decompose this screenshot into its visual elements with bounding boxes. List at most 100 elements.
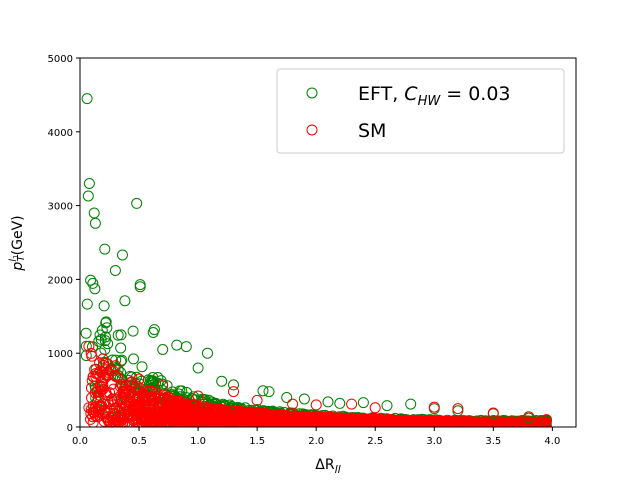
sm-point [321,420,333,427]
sm-point [265,410,277,422]
sm-point [455,417,467,427]
x-tick-label: 4.0 [544,436,560,447]
sm-point [476,418,488,427]
eft-point [257,385,269,397]
x-tick-label: 1.5 [249,436,265,447]
sm-point [153,393,165,405]
sm-point [389,416,401,427]
y-tick-label: 3000 [48,202,73,213]
eft-point [87,277,99,289]
sm-point [97,353,109,365]
x-axis-ticks: 0.0 0.5 1.0 1.5 2.0 2.5 3.0 3.5 4.0 [72,427,560,447]
eft-point [180,341,192,353]
sm-point [212,419,223,427]
eft-point [94,329,106,341]
eft-point [99,243,111,255]
sm-point [462,419,474,427]
eft-point [101,322,113,334]
eft-point [115,342,127,354]
sm-point [538,417,550,427]
sm-point [397,416,409,427]
sm-point [86,350,98,362]
sm-point [133,373,145,385]
x-tick-label: 2.0 [308,436,324,447]
eft-point [80,327,92,339]
sm-point [132,403,144,415]
x-tick-label: 2.5 [367,436,383,447]
legend-marker-eft [306,87,318,99]
sm-point [302,411,314,423]
sm-point [228,386,239,398]
sm-point [207,419,219,427]
sm-point [347,413,359,425]
sm-point [109,360,121,372]
eft-point [263,386,275,398]
eft-point [228,379,239,391]
sm-point [260,408,272,420]
eft-point [83,178,95,189]
sm-point [251,394,263,406]
sm-point [287,398,299,410]
sm-point [253,412,265,423]
sm-point [525,418,537,427]
y-tick-label: 0 [67,423,73,434]
x-tick-label: 0.5 [131,436,147,447]
plot-frame [79,57,577,428]
eft-point [202,347,213,359]
x-tick-label: 1.0 [190,436,206,447]
eft-point [85,274,97,286]
sm-point [114,418,126,427]
y-axis-ticks: 0 1000 2000 3000 4000 5000 [48,54,80,434]
sm-point [142,386,154,398]
sm-point [483,417,495,427]
sm-point [306,411,318,423]
sm-point [457,418,469,427]
sm-point [89,402,101,414]
sm-point [112,415,123,427]
sm-point [226,404,237,416]
sm-point [369,402,381,414]
sm-point [168,414,180,426]
sm-point [118,412,130,424]
eft-point [157,344,169,355]
sm-point [310,399,322,411]
sm-point [469,419,481,427]
sm-point [108,403,120,414]
y-tick-label: 2000 [48,275,73,286]
sm-point [252,419,264,427]
eft-point [216,375,228,387]
y-axis-label: pl1T(GeV) [8,215,27,271]
sm-point [449,418,461,427]
sm-point [422,417,434,427]
sm-point [226,411,238,423]
sm-point [143,404,155,416]
sm-point [235,412,247,424]
sm-point [327,418,339,427]
sm-point [96,376,107,388]
legend-box [276,68,565,154]
sm-point [123,386,135,398]
sm-point [499,417,511,427]
data-points [81,93,552,426]
y-tick-label: 1000 [48,349,73,360]
sm-point [307,420,319,427]
sm-point [207,416,219,427]
eft-point [109,265,121,276]
sm-point [487,407,499,419]
sm-point [373,415,385,427]
sm-point [371,416,383,427]
x-axis-label: ΔRll [315,457,340,476]
sm-point [188,408,200,419]
eft-point [98,300,110,312]
eft-point [134,279,146,291]
sm-point [86,392,97,404]
sm-point [452,403,464,415]
sm-point [83,340,95,352]
eft-point [89,283,101,295]
x-tick-label: 0.0 [72,436,88,447]
sm-point [329,419,340,427]
sm-point [391,414,403,426]
eft-point [117,249,128,261]
eft-point [116,354,128,366]
eft-point [81,93,93,105]
